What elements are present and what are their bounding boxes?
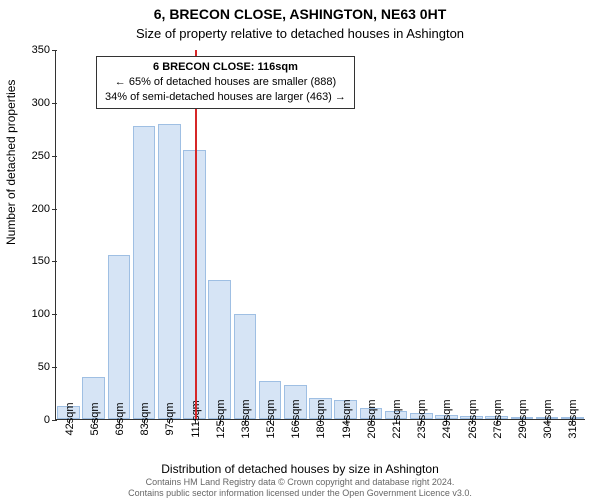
chart-subtitle: Size of property relative to detached ho… bbox=[0, 26, 600, 41]
y-tick: 350 bbox=[32, 44, 56, 56]
bar-slot: 42sqm bbox=[56, 50, 81, 419]
x-tick: 263sqm bbox=[465, 399, 479, 438]
bar bbox=[133, 126, 156, 419]
x-tick: 249sqm bbox=[439, 399, 453, 438]
y-tick: 50 bbox=[38, 361, 56, 373]
x-tick: 194sqm bbox=[339, 399, 353, 438]
y-tick: 200 bbox=[32, 203, 56, 215]
y-tick: 100 bbox=[32, 308, 56, 320]
y-tick: 300 bbox=[32, 97, 56, 109]
x-tick: 69sqm bbox=[112, 402, 126, 435]
y-tick: 250 bbox=[32, 150, 56, 162]
x-tick: 290sqm bbox=[515, 399, 529, 438]
bar bbox=[208, 280, 231, 419]
bar bbox=[158, 124, 181, 419]
x-tick: 221sqm bbox=[389, 399, 403, 438]
bar-slot: 318sqm bbox=[560, 50, 585, 419]
bar-slot: 221sqm bbox=[383, 50, 408, 419]
annotation-line-1: 6 BRECON CLOSE: 116sqm bbox=[105, 60, 346, 75]
bar-slot: 235sqm bbox=[409, 50, 434, 419]
chart-title: 6, BRECON CLOSE, ASHINGTON, NE63 0HT bbox=[0, 6, 600, 22]
bar-slot: 276sqm bbox=[484, 50, 509, 419]
x-tick: 125sqm bbox=[213, 399, 227, 438]
bar-slot: 208sqm bbox=[358, 50, 383, 419]
annotation-line-2: ← 65% of detached houses are smaller (88… bbox=[105, 75, 346, 90]
chart-container: 6, BRECON CLOSE, ASHINGTON, NE63 0HT Siz… bbox=[0, 0, 600, 500]
y-tick: 0 bbox=[44, 414, 56, 426]
footer-line-2: Contains public sector information licen… bbox=[0, 488, 600, 498]
x-axis-label: Distribution of detached houses by size … bbox=[0, 462, 600, 476]
footer: Contains HM Land Registry data © Crown c… bbox=[0, 477, 600, 498]
bar bbox=[108, 255, 131, 419]
x-tick: 83sqm bbox=[137, 402, 151, 435]
bar-slot: 263sqm bbox=[459, 50, 484, 419]
x-tick: 304sqm bbox=[540, 399, 554, 438]
annotation-box: 6 BRECON CLOSE: 116sqm ← 65% of detached… bbox=[96, 56, 355, 109]
bar-slot: 304sqm bbox=[535, 50, 560, 419]
x-tick: 318sqm bbox=[565, 399, 579, 438]
x-tick: 208sqm bbox=[364, 399, 378, 438]
bar-slot: 249sqm bbox=[434, 50, 459, 419]
y-axis-label: Number of detached properties bbox=[4, 80, 18, 245]
x-tick: 180sqm bbox=[313, 399, 327, 438]
x-tick: 152sqm bbox=[263, 399, 277, 438]
footer-line-1: Contains HM Land Registry data © Crown c… bbox=[0, 477, 600, 487]
x-tick: 166sqm bbox=[288, 399, 302, 438]
y-tick: 150 bbox=[32, 255, 56, 267]
x-tick: 97sqm bbox=[162, 402, 176, 435]
x-tick: 56sqm bbox=[87, 402, 101, 435]
x-tick: 42sqm bbox=[62, 402, 76, 435]
x-tick: 235sqm bbox=[414, 399, 428, 438]
plot-area: 050100150200250300350 42sqm56sqm69sqm83s… bbox=[55, 50, 585, 420]
x-tick: 138sqm bbox=[238, 399, 252, 438]
annotation-line-3: 34% of semi-detached houses are larger (… bbox=[105, 90, 346, 105]
x-tick: 276sqm bbox=[490, 399, 504, 438]
bar-slot: 290sqm bbox=[509, 50, 534, 419]
